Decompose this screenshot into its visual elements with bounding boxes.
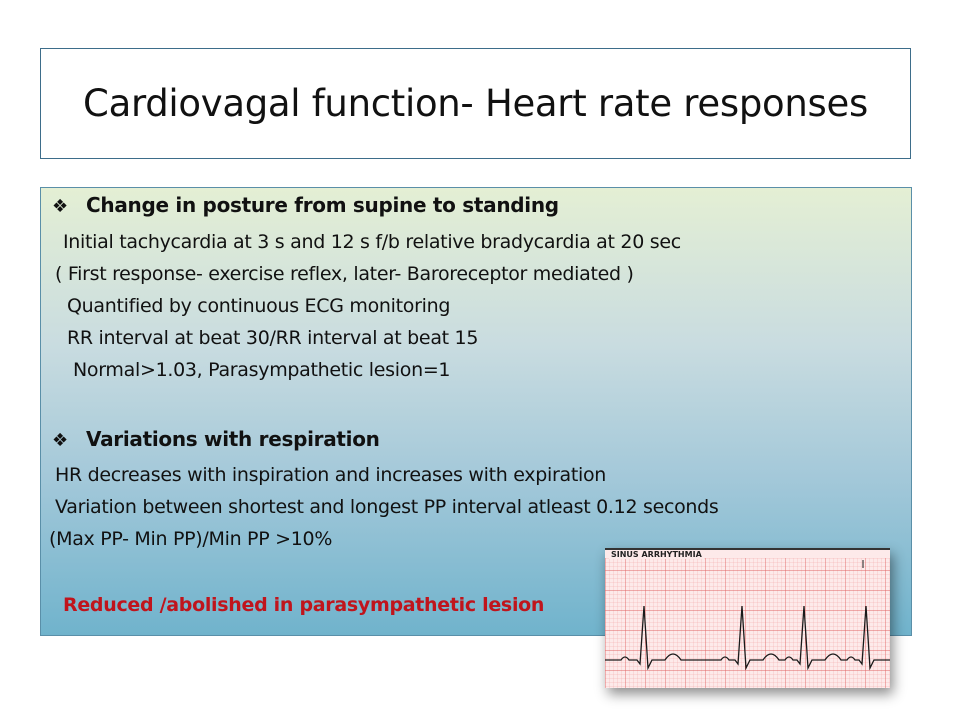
section1-line-3: Quantified by continuous ECG monitoring	[67, 295, 451, 317]
title-box: Cardiovagal function- Heart rate respons…	[40, 48, 911, 159]
ecg-label: SINUS ARRHYTHMIA	[609, 550, 704, 559]
section2-line-2: Variation between shortest and longest P…	[55, 496, 719, 518]
section1-line-5: Normal>1.03, Parasympathetic lesion=1	[73, 359, 451, 381]
section2-line-3: (Max PP- Min PP)/Min PP >10%	[49, 528, 333, 550]
note-text: Reduced /abolished in parasympathetic le…	[63, 594, 545, 616]
section1-line-1: Initial tachycardia at 3 s and 12 s f/b …	[63, 231, 681, 253]
section1-heading-row: ❖ Change in posture from supine to standi…	[52, 193, 559, 217]
bullet-diamond-icon: ❖	[52, 430, 68, 451]
section1-line-2: ( First response- exercise reflex, later…	[55, 263, 634, 285]
bullet-diamond-icon: ❖	[52, 196, 68, 217]
section1-line-4: RR interval at beat 30/RR interval at be…	[67, 327, 479, 349]
ecg-strip-image: SINUS ARRHYTHMIA	[605, 548, 890, 688]
section2-heading: Variations with respiration	[86, 427, 380, 451]
section2-heading-row: ❖ Variations with respiration	[52, 427, 380, 451]
section2-line-1: HR decreases with inspiration and increa…	[55, 464, 607, 486]
slide-title: Cardiovagal function- Heart rate respons…	[83, 82, 868, 125]
section1-heading: Change in posture from supine to standin…	[86, 193, 559, 217]
ecg-trace	[605, 558, 890, 688]
